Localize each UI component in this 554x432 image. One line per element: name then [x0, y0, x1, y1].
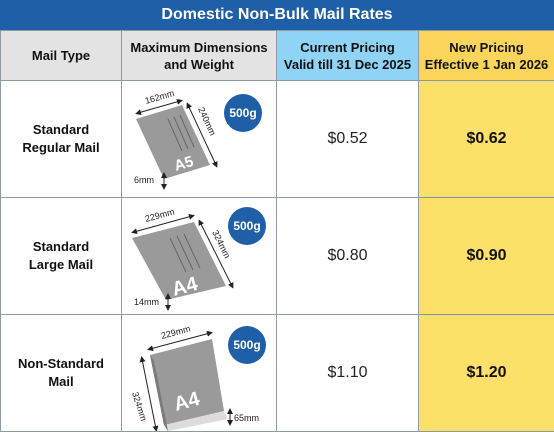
- thickness-label: 65mm: [234, 413, 259, 423]
- width-label: 229mm: [160, 324, 192, 341]
- width-label: 229mm: [144, 207, 176, 224]
- mail-type-cell: Standard Regular Mail: [1, 81, 122, 198]
- current-price-cell: $0.52: [277, 81, 419, 198]
- header-current-line2: Valid till 31 Dec 2025: [277, 56, 418, 73]
- header-new-line2: Effective 1 Jan 2026: [419, 56, 554, 73]
- dimensions-cell: A4 229mm 324mm 65mm 500g: [122, 315, 277, 432]
- new-price-cell: $0.62: [419, 81, 554, 198]
- current-price-cell: $1.10: [277, 315, 419, 432]
- length-label: 324mm: [130, 391, 149, 423]
- thickness-label: 6mm: [134, 175, 154, 185]
- thick-envelope-icon: A4 229mm 324mm 65mm 500g: [124, 315, 274, 431]
- envelope-icon: A5 162mm 240mm 6mm 500g: [124, 83, 274, 195]
- mail-type-cell: Standard Large Mail: [1, 198, 122, 315]
- envelope-shape: [136, 105, 210, 179]
- weight-label: 500g: [233, 219, 260, 233]
- envelope-icon: A4 229mm 324mm 14mm 500g: [124, 200, 274, 312]
- current-price-cell: $0.80: [277, 198, 419, 315]
- header-dimensions: Maximum Dimensions and Weight: [122, 31, 277, 81]
- header-dimensions-line1: Maximum Dimensions: [122, 39, 276, 56]
- header-current-pricing: Current Pricing Valid till 31 Dec 2025: [277, 31, 419, 81]
- table-row: Standard Regular Mail A5: [1, 81, 554, 198]
- dimensions-cell: A5 162mm 240mm 6mm 500g: [122, 81, 277, 198]
- mail-type-cell: Non-Standard Mail: [1, 315, 122, 432]
- rates-table: Mail Type Maximum Dimensions and Weight …: [0, 30, 554, 432]
- table-row: Standard Large Mail A4: [1, 198, 554, 315]
- new-price-cell: $1.20: [419, 315, 554, 432]
- header-dimensions-line2: and Weight: [122, 56, 276, 73]
- table-row: Non-Standard Mail A4: [1, 315, 554, 432]
- weight-label: 500g: [229, 106, 256, 120]
- header-current-line1: Current Pricing: [277, 39, 418, 56]
- table-title: Domestic Non-Bulk Mail Rates: [0, 0, 554, 30]
- new-price-cell: $0.90: [419, 198, 554, 315]
- weight-label: 500g: [233, 338, 260, 352]
- header-mail-type: Mail Type: [1, 31, 122, 81]
- header-new-pricing: New Pricing Effective 1 Jan 2026: [419, 31, 554, 81]
- length-label: 324mm: [210, 228, 232, 259]
- dimensions-cell: A4 229mm 324mm 14mm 500g: [122, 198, 277, 315]
- header-new-line1: New Pricing: [419, 39, 554, 56]
- thickness-label: 14mm: [134, 297, 159, 307]
- length-label: 240mm: [196, 106, 218, 137]
- header-row: Mail Type Maximum Dimensions and Weight …: [1, 31, 554, 81]
